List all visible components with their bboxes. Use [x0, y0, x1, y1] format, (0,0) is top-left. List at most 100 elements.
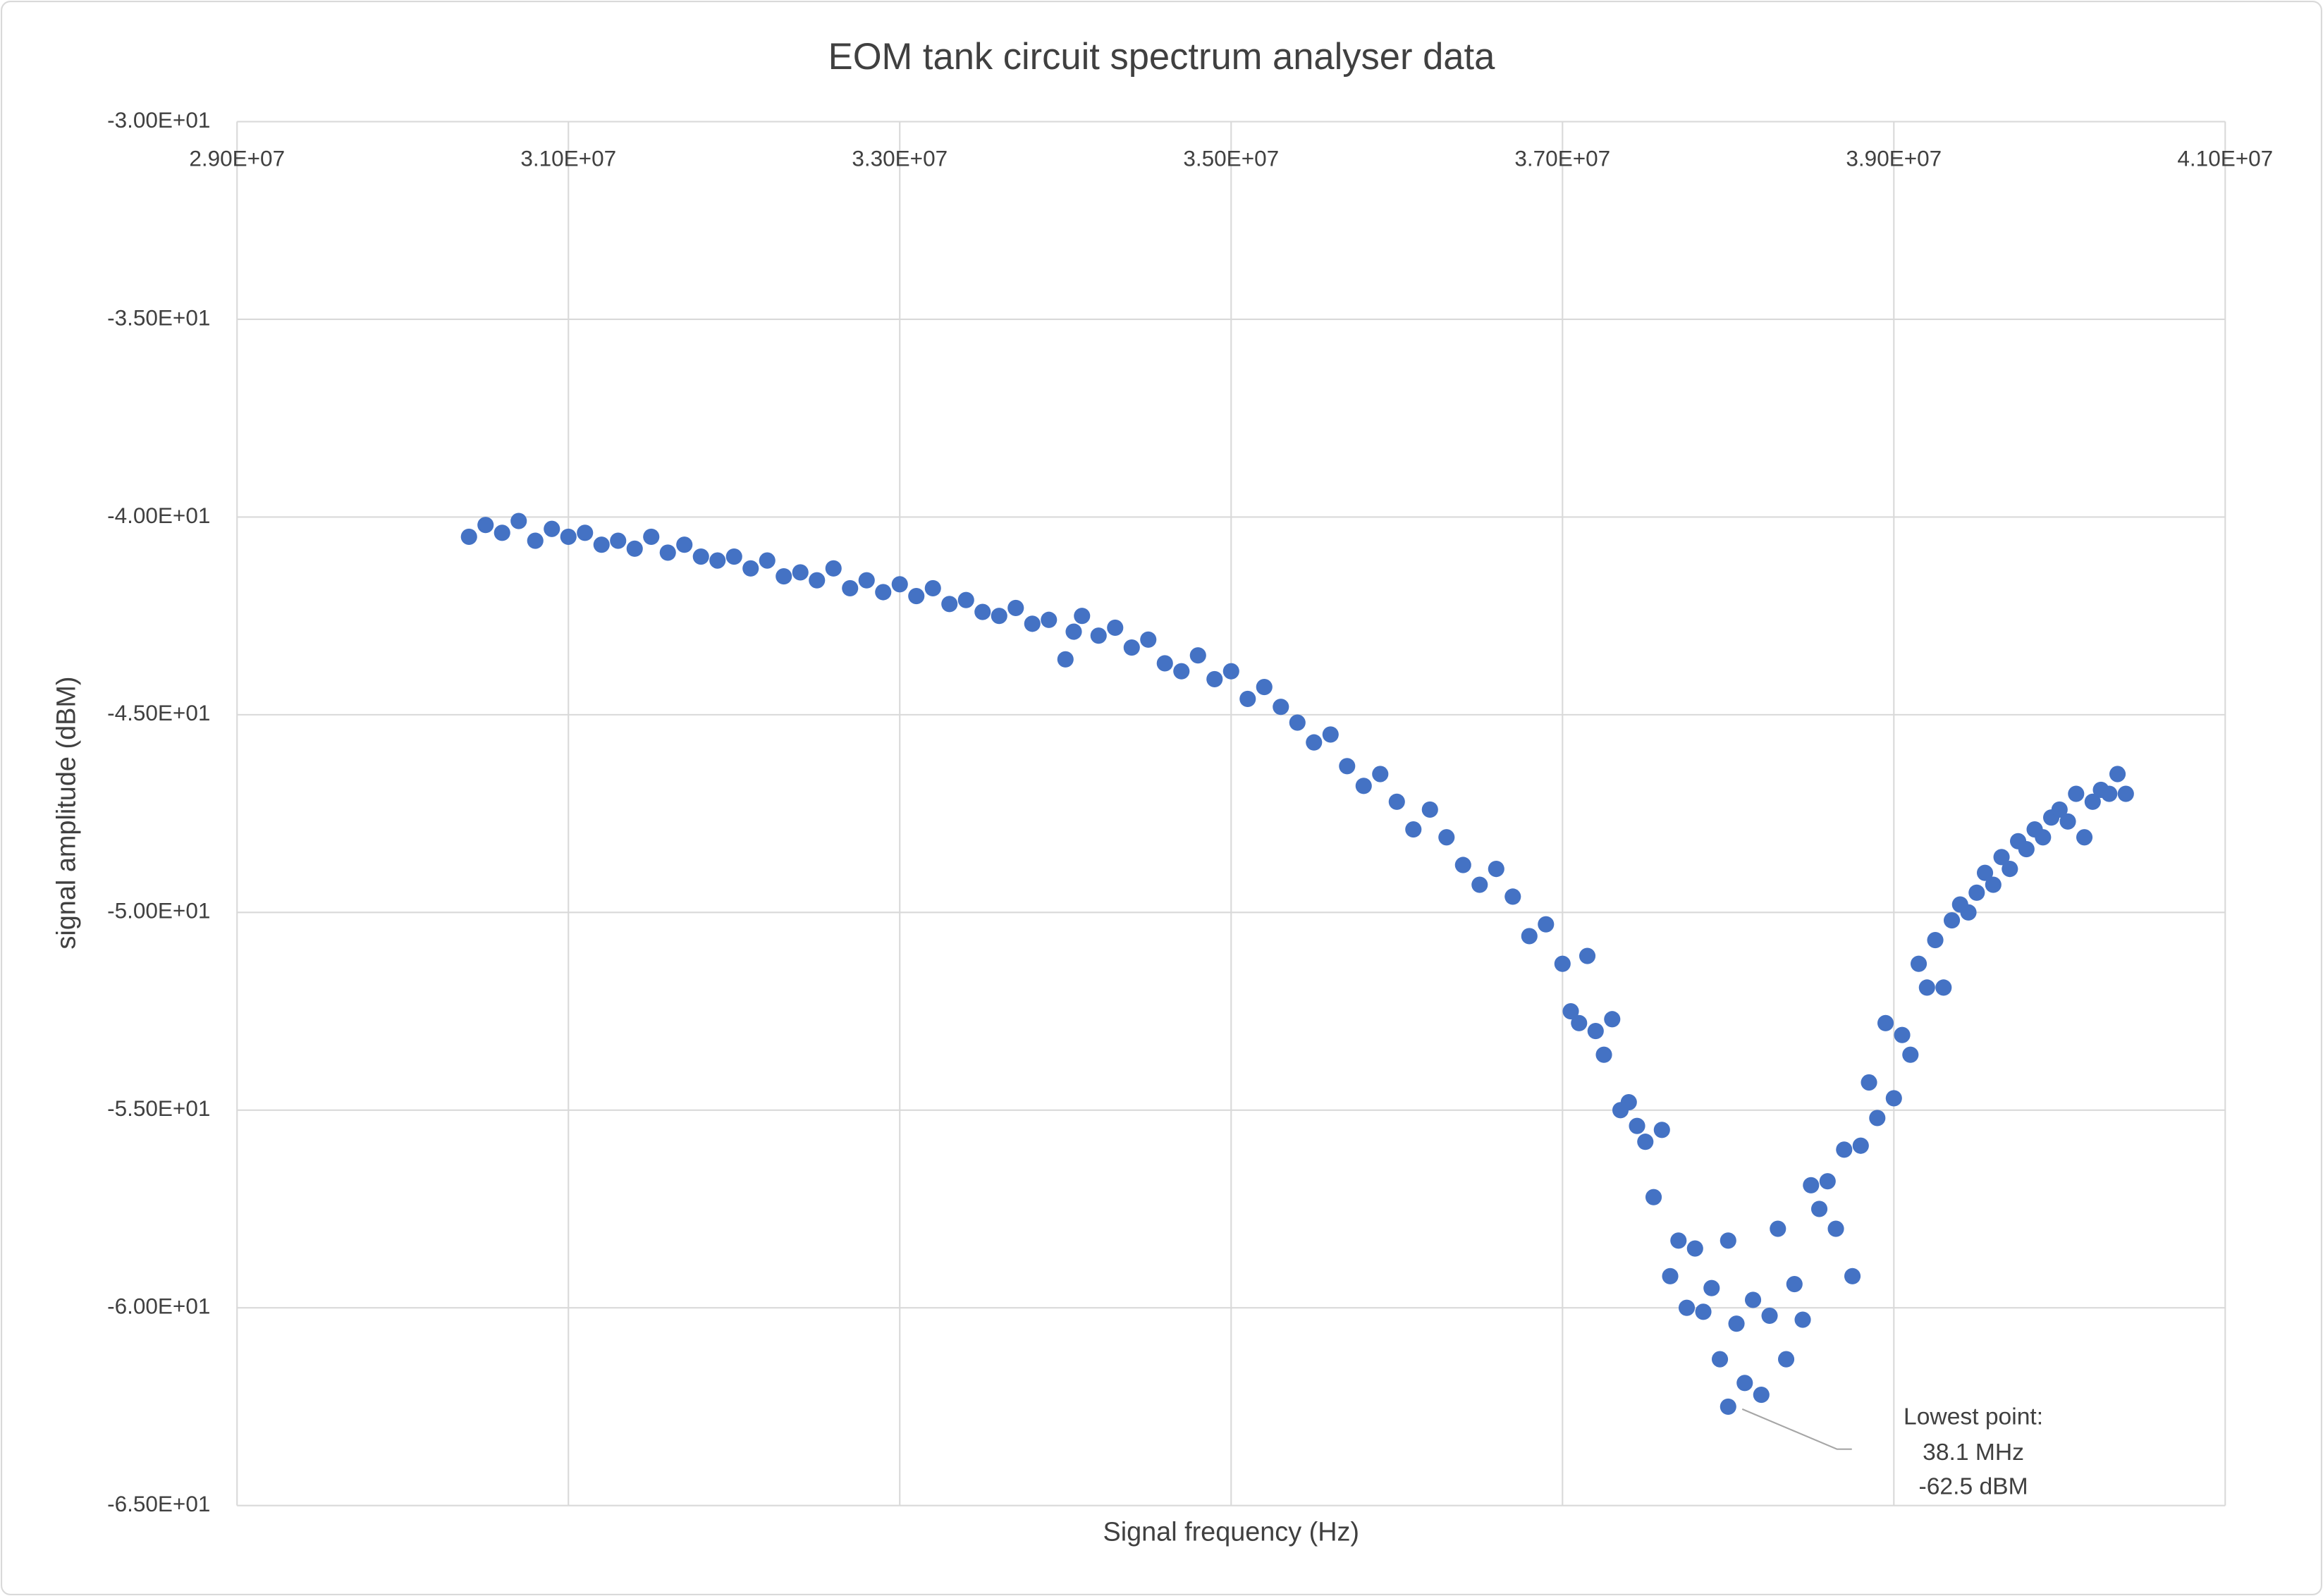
data-point — [1405, 821, 1422, 838]
y-tick-label: -6.00E+01 — [107, 1294, 210, 1319]
data-point — [1637, 1134, 1654, 1150]
data-point — [891, 576, 908, 593]
y-tick-label: -6.50E+01 — [107, 1491, 210, 1516]
data-point — [626, 540, 643, 557]
data-point — [776, 567, 792, 585]
data-point — [1289, 714, 1306, 731]
data-point — [842, 579, 859, 596]
data-point — [1877, 1014, 1894, 1031]
data-point — [1993, 849, 2010, 866]
data-point — [709, 552, 726, 569]
data-point — [577, 524, 594, 541]
data-point — [2002, 861, 2018, 878]
data-point — [593, 536, 610, 553]
y-tick-label: -3.50E+01 — [107, 305, 210, 330]
data-point — [1960, 904, 1977, 921]
data-point — [1670, 1232, 1687, 1249]
data-point — [494, 524, 510, 541]
data-point — [1306, 734, 1323, 751]
data-point — [2117, 785, 2134, 802]
chart-title: EOM tank circuit spectrum analyser data — [828, 36, 1495, 78]
data-point — [825, 560, 842, 577]
data-point — [1074, 608, 1091, 625]
data-point — [941, 596, 958, 613]
data-point — [1571, 1014, 1588, 1031]
data-point — [1587, 1023, 1604, 1040]
data-point — [1918, 979, 1935, 996]
x-tick-label: 3.90E+07 — [1846, 146, 1942, 171]
data-point — [1910, 955, 1927, 972]
y-tick-label: -4.50E+01 — [107, 700, 210, 725]
data-point — [2035, 829, 2052, 846]
data-point — [1562, 1002, 1579, 1020]
data-point — [1711, 1351, 1729, 1368]
data-point — [1538, 916, 1555, 933]
data-point — [1827, 1220, 1844, 1237]
data-point — [1770, 1220, 1786, 1237]
data-point — [991, 608, 1007, 625]
y-tick-label: -4.00E+01 — [107, 503, 210, 528]
data-point — [1256, 679, 1273, 696]
annotation-text: -62.5 dBM — [1919, 1473, 2028, 1499]
x-tick-label: 4.10E+07 — [2177, 146, 2273, 171]
data-point — [1355, 778, 1372, 794]
data-point — [908, 588, 925, 605]
data-point — [659, 544, 676, 561]
data-point — [2101, 785, 2118, 802]
data-point — [1604, 1011, 1621, 1028]
data-point — [1421, 801, 1438, 818]
data-point — [1438, 829, 1455, 846]
data-point — [1057, 651, 1074, 668]
y-tick-label: -5.50E+01 — [107, 1095, 210, 1121]
data-point — [1090, 627, 1107, 644]
data-point — [1794, 1311, 1811, 1328]
data-point — [1065, 623, 1082, 640]
data-point — [1173, 663, 1190, 680]
x-axis-title: Signal frequency (Hz) — [1103, 1518, 1360, 1547]
data-point — [510, 512, 527, 529]
data-point — [2084, 793, 2101, 810]
data-point — [1620, 1093, 1637, 1111]
data-point — [1728, 1315, 1745, 1332]
data-point — [1819, 1173, 1836, 1190]
data-point — [1140, 631, 1157, 648]
data-point — [1744, 1291, 1762, 1308]
x-tick-label: 2.90E+07 — [189, 146, 285, 171]
data-point — [527, 532, 544, 549]
x-tick-label: 3.70E+07 — [1514, 146, 1610, 171]
data-point — [2018, 841, 2035, 858]
data-point — [1761, 1307, 1778, 1324]
data-point — [1935, 979, 1952, 996]
data-point — [560, 528, 577, 546]
data-point — [1686, 1240, 1703, 1257]
data-point — [1579, 947, 1596, 964]
data-point — [1488, 861, 1504, 878]
data-point — [477, 517, 494, 534]
data-point — [924, 579, 941, 596]
data-point — [1836, 1141, 1853, 1158]
data-point — [1645, 1189, 1662, 1205]
data-point — [725, 548, 742, 565]
data-point — [1985, 876, 2002, 893]
data-point — [1786, 1275, 1803, 1293]
x-tick-label: 3.30E+07 — [852, 146, 948, 171]
data-point — [1703, 1279, 1720, 1296]
data-point — [1943, 911, 1961, 929]
data-point — [1976, 864, 1994, 881]
data-point — [2059, 813, 2076, 830]
data-point — [1844, 1267, 1861, 1284]
data-point — [1803, 1177, 1820, 1193]
x-tick-label: 3.10E+07 — [520, 146, 616, 171]
data-point — [1852, 1137, 1869, 1154]
data-point — [1662, 1267, 1679, 1284]
data-point — [2076, 829, 2093, 846]
data-point — [1156, 655, 1173, 672]
data-point — [1695, 1303, 1712, 1320]
data-point — [957, 591, 974, 608]
data-point — [1222, 663, 1239, 680]
data-point — [2051, 801, 2068, 818]
data-point — [1189, 647, 1206, 664]
data-point — [1521, 928, 1538, 945]
